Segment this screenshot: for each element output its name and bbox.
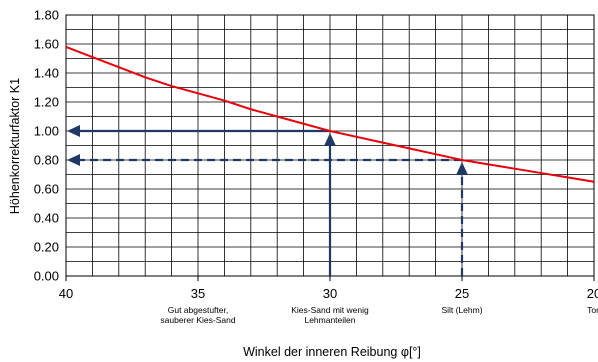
y-tick-label: 0.80	[34, 153, 59, 168]
x-tick-label: 25	[455, 286, 469, 301]
soil-type-label: Kies-Sand mit wenig	[291, 305, 369, 315]
y-tick-label: 0.20	[34, 240, 59, 255]
arrow-head-left	[67, 154, 80, 166]
y-tick-label: 0.60	[34, 182, 59, 197]
x-tick-label: 30	[323, 286, 337, 301]
x-tick-label: 40	[59, 286, 73, 301]
y-tick-label: 1.80	[34, 8, 59, 23]
arrow-head-up	[456, 162, 468, 175]
series-line	[65, 45, 595, 183]
soil-type-label: Silt (Lehm)	[441, 305, 482, 315]
arrow-head-up	[324, 133, 336, 146]
y-tick-label: 1.00	[34, 124, 59, 139]
annotations: Gut abgestufter,sauberer Kies-Sand Kies-S…	[160, 305, 598, 325]
arrow-head-left	[67, 125, 80, 137]
x-axis-title: Winkel der inneren Reibung φ[°]	[243, 345, 421, 359]
y-tick-label: 0.40	[34, 211, 59, 226]
soil-type-label: Lehmanteilen	[304, 315, 355, 325]
reference-lines	[67, 125, 468, 276]
y-tick-label: 1.20	[34, 95, 59, 110]
soil-type-label: Ton	[587, 305, 598, 315]
y-tick-label: 0.00	[34, 269, 59, 284]
y-tick-label: 1.60	[34, 37, 59, 52]
x-tick-label: 20	[587, 286, 598, 301]
y-tick-label: 1.40	[34, 66, 59, 81]
tick-labels: 40 35 30 25 20 0.00 0.20 0.40 0.60 0.80 1.00 1.20 1.…	[34, 8, 598, 302]
y-axis-title: Höhenkorrekturfaktor K1	[8, 78, 22, 214]
soil-type-label: sauberer Kies-Sand	[160, 315, 235, 325]
x-tick-label: 35	[191, 286, 205, 301]
series-layer	[65, 45, 595, 183]
soil-type-label: Gut abgestufter,	[168, 305, 228, 315]
